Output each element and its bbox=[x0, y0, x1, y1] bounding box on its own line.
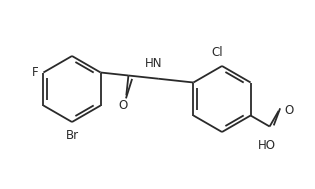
Text: Cl: Cl bbox=[211, 46, 223, 59]
Text: HO: HO bbox=[258, 139, 276, 152]
Text: HN: HN bbox=[144, 57, 162, 70]
Text: O: O bbox=[118, 99, 128, 112]
Text: Br: Br bbox=[66, 129, 78, 142]
Text: O: O bbox=[285, 104, 294, 117]
Text: F: F bbox=[32, 66, 38, 79]
